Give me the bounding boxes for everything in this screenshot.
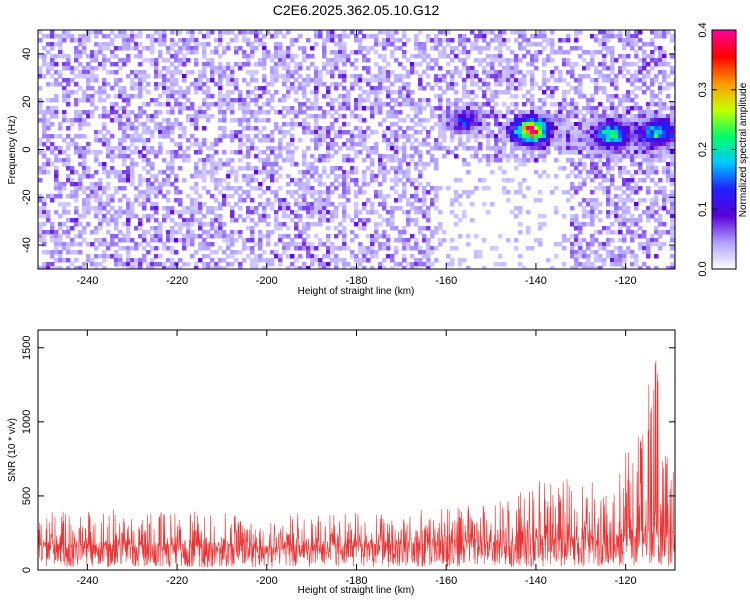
colorbar-tick-label: 0.3	[697, 82, 709, 97]
spectrogram-y-ticks: -40 -20 0 20 40	[21, 48, 675, 253]
spectrogram-x-tick-label: -200	[256, 275, 278, 287]
snr-x-ticks: -240 -220 -200 -180 -160 -140 -120	[76, 330, 637, 587]
spectrogram-cells	[38, 30, 675, 269]
spectrogram-y-tick-label: 40	[21, 48, 33, 60]
spectrogram-x-tick-label: -220	[166, 275, 188, 287]
spectrogram-x-tick-label: -120	[615, 275, 637, 287]
spectrogram-x-ticks: -240 -220 -200 -180 -160 -140 -120	[76, 30, 637, 287]
colorbar-tick-label: 0.4	[697, 22, 709, 37]
spectrogram-panel: -240 -220 -200 -180 -160 -140 -120 -40-2002040…	[7, 29, 676, 297]
spectrogram-y-tick-label: 20	[21, 96, 33, 108]
colorbar: 0.0 0.1 0.2 0.3 0.4 Normalized spectral ampl…	[697, 22, 749, 276]
snr-x-tick-label: -140	[525, 575, 547, 587]
spectrogram-y-axis-label: Frequency (Hz)	[7, 116, 18, 185]
colorbar-tick-label: 0.1	[697, 202, 709, 217]
snr-panel: -240 -220 -200 -180 -160 -140 -120 0 500 1000 150…	[7, 329, 676, 596]
spectrogram-y-tick-label: -40	[21, 237, 33, 253]
spectrogram-x-axis-label: Height of straight line (km)	[298, 286, 415, 297]
snr-x-tick-label: -220	[166, 575, 188, 587]
spectrogram-x-tick-label: -160	[435, 275, 457, 287]
colorbar-ticks: 0.0 0.1 0.2 0.3 0.4	[697, 22, 736, 277]
snr-series-line	[38, 360, 675, 569]
snr-x-tick-label: -160	[435, 575, 457, 587]
chart-title: C2E6.2025.362.05.10.G12	[273, 2, 440, 18]
spectrogram-y-tick-label: 0	[21, 146, 33, 152]
snr-x-tick-label: -180	[345, 575, 367, 587]
colorbar-tick-label: 0.2	[697, 142, 709, 157]
snr-x-axis-label: Height of straight line (km)	[298, 585, 415, 596]
snr-x-tick-label: -200	[256, 575, 278, 587]
snr-y-ticks: 0 500 1000 1500	[21, 336, 675, 573]
colorbar-tick-label: 0.0	[697, 261, 709, 276]
spectrogram-x-tick-label: -140	[525, 275, 547, 287]
snr-y-tick-label: 500	[21, 487, 33, 505]
snr-y-tick-label: 1000	[21, 410, 33, 434]
snr-y-tick-label: 0	[21, 567, 33, 573]
snr-y-axis-label: SNR (10 * v/v)	[7, 418, 18, 482]
spectrogram-x-tick-label: -240	[76, 275, 98, 287]
snr-x-tick-label: -240	[76, 575, 98, 587]
snr-y-tick-label: 1500	[21, 336, 33, 360]
colorbar-label: Normalized spectral amplitude	[738, 82, 749, 217]
snr-x-tick-label: -120	[615, 575, 637, 587]
spectrogram-x-tick-label: -180	[345, 275, 367, 287]
spectrogram-y-tick-label: -20	[21, 189, 33, 205]
